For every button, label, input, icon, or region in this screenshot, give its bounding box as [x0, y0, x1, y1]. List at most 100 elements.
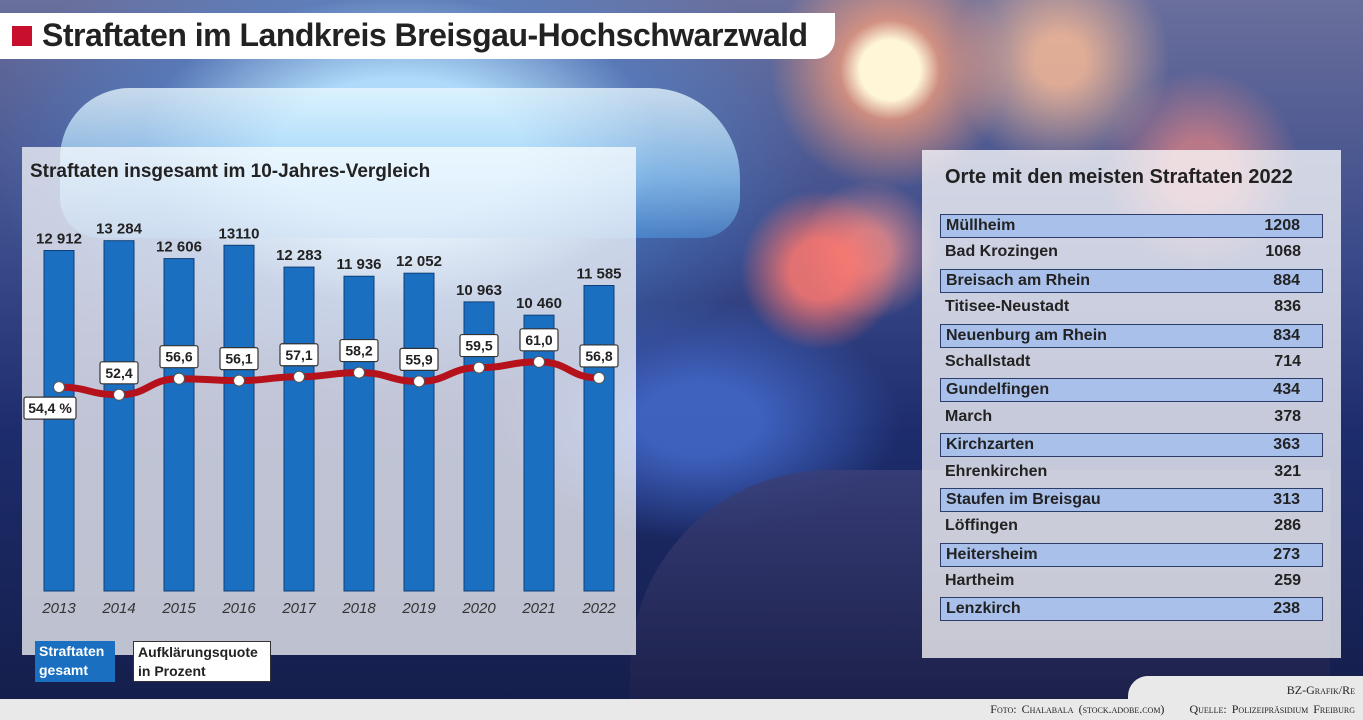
bar-value-label: 12 912: [36, 231, 82, 248]
bar-value-label: 10 460: [516, 295, 562, 312]
location-row: Schallstadt 714: [940, 351, 1323, 375]
location-value: 434: [1273, 381, 1300, 399]
bar-value-label: 11 585: [576, 265, 621, 282]
x-tick-label: 2020: [461, 600, 496, 617]
legend-rate: Aufklärungsquote in Prozent: [133, 641, 271, 682]
location-value: 286: [1274, 517, 1301, 535]
bar-value-label: 11 936: [336, 256, 381, 273]
x-tick-label: 2022: [581, 600, 616, 617]
x-tick-label: 2016: [221, 600, 256, 617]
rate-label: 52,4: [105, 365, 132, 381]
rate-label-box: [399, 347, 439, 371]
rate-label: 54,4 %: [28, 400, 72, 416]
rate-label-box: [99, 361, 139, 385]
rate-point: [293, 370, 305, 383]
location-row: March 378: [940, 406, 1323, 430]
footer-bar: [0, 699, 1363, 720]
bar-value-label: 13 284: [96, 221, 143, 238]
rate-label: 56,6: [165, 349, 192, 365]
location-row: Bad Krozingen 1068: [940, 241, 1323, 265]
rate-label: 55,9: [405, 351, 432, 367]
credit-box: [1128, 676, 1363, 699]
location-row: Staufen im Breisgau 313: [940, 487, 1323, 512]
rate-label-box: [519, 328, 559, 352]
legend-rate-line1: Aufklärungsquote: [138, 644, 258, 660]
location-row: Titisee-Neustadt 836: [940, 296, 1323, 320]
bar-value-label: 10 963: [456, 282, 502, 299]
bar-value-label: 13110: [219, 225, 260, 242]
rate-line: [55, 358, 603, 399]
location-name: Löffingen: [945, 517, 1018, 535]
red-square-icon: [12, 26, 32, 46]
location-value: 1068: [1265, 243, 1301, 261]
bar: [583, 284, 615, 592]
crime-chart-panel: Straftaten insgesamt im 10-Jahres-Vergle…: [22, 147, 636, 655]
location-name: Kirchzarten: [946, 436, 1035, 454]
location-value: 259: [1274, 572, 1301, 590]
rate-label-box: [159, 345, 199, 369]
rate-label: 61,0: [525, 332, 552, 348]
top-locations-panel: Orte mit den meisten Straftaten 2022 Mül…: [922, 150, 1341, 658]
rate-label: 57,1: [285, 347, 312, 363]
locations-table: Müllheim 1208 Bad Krozingen 1068 Breisach am…: [940, 214, 1323, 625]
x-tick-label: 2018: [341, 600, 376, 617]
location-value: 834: [1273, 326, 1300, 344]
location-value: 836: [1274, 298, 1301, 316]
rate-label: 58,2: [345, 343, 372, 359]
rate-label: 59,5: [465, 338, 492, 354]
location-row: Hartheim 259: [940, 570, 1323, 594]
location-name: Lenzkirch: [946, 600, 1021, 618]
rate-point: [473, 361, 485, 374]
location-row: Neuenburg am Rhein 834: [940, 323, 1323, 348]
bar: [343, 275, 375, 592]
location-row: Ehrenkirchen 321: [940, 461, 1323, 485]
x-tick-label: 2015: [161, 600, 196, 617]
location-name: Gundelfingen: [946, 381, 1050, 399]
rate-point: [113, 388, 125, 401]
chart-title: Straftaten insgesamt im 10-Jahres-Vergle…: [30, 161, 431, 182]
location-row: Löffingen 286: [940, 515, 1323, 539]
x-tick-label: 2013: [41, 600, 76, 617]
location-row: Gundelfingen 434: [940, 378, 1323, 403]
location-value: 273: [1273, 545, 1300, 563]
location-name: Neuenburg am Rhein: [946, 326, 1107, 344]
bar: [103, 240, 135, 592]
graphic-credit: BZ-Grafik/Re: [1286, 683, 1355, 697]
source-credit-text: Quelle: Polizeipräsidium Freiburg: [1189, 702, 1355, 716]
rate-point: [173, 372, 185, 385]
header-bar: Straftaten im Landkreis Breisgau-Hochsch…: [0, 13, 835, 59]
bar: [283, 266, 315, 592]
rate-label-box: [279, 343, 319, 367]
rate-label-box: [219, 347, 259, 371]
bar: [403, 272, 435, 592]
location-name: Titisee-Neustadt: [945, 298, 1070, 316]
rate-point: [53, 381, 65, 394]
location-name: Bad Krozingen: [945, 243, 1058, 261]
x-tick-label: 2019: [401, 600, 436, 617]
rate-label: 56,1: [225, 351, 252, 367]
source-credit: Foto: Chalabala (stock.adobe.com) Quelle…: [990, 702, 1355, 717]
locations-title: Orte mit den meisten Straftaten 2022: [945, 166, 1293, 188]
location-value: 313: [1273, 490, 1300, 508]
bar: [223, 244, 255, 592]
location-row: Lenzkirch 238: [940, 597, 1323, 622]
legend-rate-line2: in Prozent: [138, 663, 206, 679]
rate-label-box: [23, 396, 77, 420]
location-name: Hartheim: [945, 572, 1015, 590]
location-row: Müllheim 1208: [940, 214, 1323, 238]
location-value: 1208: [1264, 217, 1300, 234]
x-tick-label: 2017: [281, 600, 316, 617]
x-tick-label: 2021: [521, 600, 555, 617]
location-name: Heitersheim: [946, 545, 1038, 563]
rate-label-box: [579, 344, 619, 368]
location-row: Heitersheim 273: [940, 542, 1323, 567]
bar: [163, 258, 195, 592]
location-name: Müllheim: [946, 217, 1016, 234]
location-value: 363: [1273, 436, 1300, 454]
location-value: 321: [1274, 462, 1301, 480]
bar-value-label: 12 283: [276, 247, 322, 264]
location-value: 714: [1274, 352, 1301, 370]
location-name: Ehrenkirchen: [945, 462, 1048, 480]
location-name: Staufen im Breisgau: [946, 490, 1101, 508]
page-title: Straftaten im Landkreis Breisgau-Hochsch…: [42, 17, 808, 53]
